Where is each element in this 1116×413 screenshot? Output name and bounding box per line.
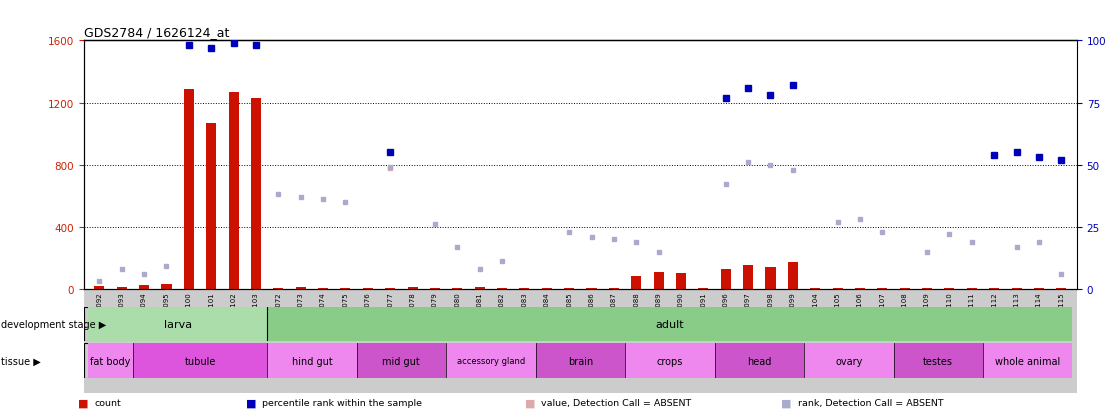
Bar: [1011, 288, 1021, 289]
Text: brain: brain: [568, 356, 593, 366]
Bar: [654, 272, 664, 289]
Bar: [452, 288, 462, 289]
Bar: [363, 288, 373, 289]
Bar: [944, 288, 954, 289]
Bar: [497, 288, 507, 289]
Bar: [273, 288, 283, 289]
Text: crops: crops: [656, 356, 683, 366]
Text: value, Detection Call = ABSENT: value, Detection Call = ABSENT: [541, 398, 692, 407]
Text: ■: ■: [246, 398, 256, 408]
Bar: [318, 288, 328, 289]
Bar: [357, 344, 446, 378]
Bar: [766, 268, 776, 289]
Bar: [899, 288, 910, 289]
Bar: [1056, 288, 1066, 289]
Bar: [133, 344, 267, 378]
Bar: [267, 308, 1072, 341]
Text: tissue ▶: tissue ▶: [1, 356, 41, 366]
Text: GDS2784 / 1626124_at: GDS2784 / 1626124_at: [84, 26, 229, 39]
Text: hind gut: hind gut: [291, 356, 333, 366]
Bar: [519, 288, 529, 289]
Bar: [88, 344, 133, 378]
Bar: [340, 288, 350, 289]
Bar: [877, 288, 887, 289]
Bar: [446, 344, 536, 378]
Text: ■: ■: [525, 398, 535, 408]
Bar: [251, 99, 261, 289]
Bar: [676, 274, 686, 289]
Bar: [1033, 288, 1043, 289]
Bar: [922, 288, 932, 289]
Bar: [229, 93, 239, 289]
Bar: [699, 288, 709, 289]
Bar: [721, 269, 731, 289]
Text: ovary: ovary: [835, 356, 863, 366]
Bar: [536, 344, 625, 378]
Bar: [296, 287, 306, 289]
Text: larva: larva: [164, 319, 192, 329]
Bar: [95, 286, 105, 289]
Text: adult: adult: [655, 319, 684, 329]
Bar: [966, 288, 976, 289]
Bar: [855, 288, 865, 289]
Bar: [117, 287, 127, 289]
Bar: [989, 288, 999, 289]
Bar: [833, 288, 843, 289]
Bar: [140, 285, 150, 289]
Bar: [894, 344, 983, 378]
Bar: [385, 288, 395, 289]
Bar: [632, 277, 642, 289]
Text: count: count: [95, 398, 122, 407]
Bar: [625, 344, 714, 378]
Bar: [743, 265, 753, 289]
Bar: [162, 285, 172, 289]
Bar: [714, 344, 804, 378]
Bar: [541, 288, 551, 289]
Bar: [587, 288, 597, 289]
Bar: [983, 344, 1072, 378]
Bar: [810, 288, 820, 289]
Text: tubule: tubule: [184, 356, 215, 366]
Text: mid gut: mid gut: [383, 356, 421, 366]
Text: fat body: fat body: [90, 356, 131, 366]
Bar: [267, 344, 357, 378]
Text: head: head: [747, 356, 771, 366]
Text: ■: ■: [78, 398, 88, 408]
Text: testes: testes: [923, 356, 953, 366]
Text: rank, Detection Call = ABSENT: rank, Detection Call = ABSENT: [798, 398, 943, 407]
Text: ■: ■: [781, 398, 791, 408]
Bar: [184, 89, 194, 289]
Bar: [609, 288, 619, 289]
Bar: [564, 288, 574, 289]
Text: percentile rank within the sample: percentile rank within the sample: [262, 398, 422, 407]
Bar: [84, 289, 1077, 393]
Bar: [474, 287, 484, 289]
Bar: [804, 344, 894, 378]
Bar: [430, 288, 440, 289]
Bar: [788, 263, 798, 289]
Text: development stage ▶: development stage ▶: [1, 319, 106, 329]
Bar: [407, 287, 417, 289]
Bar: [206, 123, 217, 289]
Text: accessory gland: accessory gland: [456, 356, 525, 365]
Text: whole animal: whole animal: [995, 356, 1060, 366]
Bar: [88, 308, 267, 341]
